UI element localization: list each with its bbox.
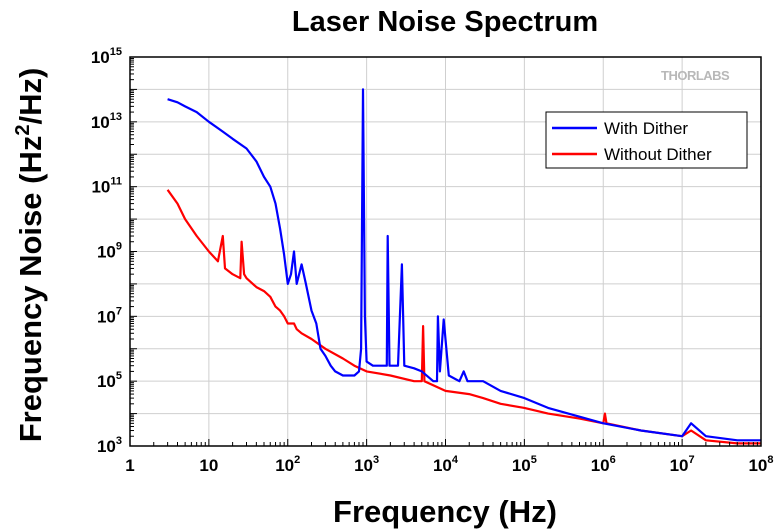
y-tick-label: 1011 [91,176,122,197]
x-tick-label: 10 [199,456,218,475]
x-tick-label: 103 [354,454,379,475]
y-axis-label-superscript: 2 [12,125,34,136]
y-axis-label-prefix: Frequency Noise (Hz [13,136,48,443]
thorlabs-logo-text: THORLABS [661,68,730,83]
y-tick-label: 105 [97,370,122,391]
legend-box [545,111,748,169]
x-tick-labels: 1 10 102 103 104 105 106 107 108 [125,454,773,475]
x-tick-label: 102 [275,454,300,475]
x-tick-label: 106 [591,454,616,475]
y-tick-label: 107 [97,305,122,326]
axes [129,56,762,447]
x-tick-label: 108 [748,454,773,475]
x-tick-label: 107 [670,454,695,475]
y-axis-label-suffix: /Hz) [13,68,48,125]
legend-label-with-dither: With Dither [604,119,688,138]
with-dither-line [167,88,761,442]
thorlabs-logo: THORLABS [661,68,731,83]
y-tick-label: 109 [97,241,122,262]
legend: With Dither Without Dither [545,111,748,169]
x-axis-label: Frequency (Hz) [333,494,557,529]
chart-title: Laser Noise Spectrum [292,6,598,38]
x-tick-label: 105 [512,454,537,475]
x-tick-label: 104 [433,454,459,475]
y-axis-label: Frequency Noise (Hz2/Hz) [12,68,48,443]
plot-lines [166,88,761,445]
y-tick-labels: 103 105 107 109 1011 1013 1015 [91,46,122,456]
x-tick-label: 1 [125,456,134,475]
y-tick-label: 103 [97,435,122,456]
legend-label-without-dither: Without Dither [604,145,712,164]
y-tick-label: 1015 [91,46,122,67]
y-tick-label: 1013 [91,111,122,132]
